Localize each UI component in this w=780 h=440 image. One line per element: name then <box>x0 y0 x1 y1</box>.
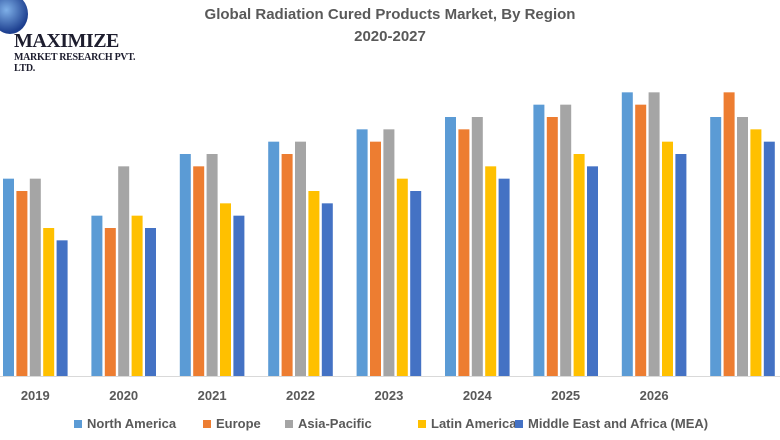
bar <box>233 215 245 376</box>
bar <box>43 228 55 376</box>
bar <box>220 203 231 376</box>
bar <box>573 154 585 376</box>
legend-item: Middle East and Africa (MEA) <box>515 416 708 431</box>
bar <box>710 117 722 376</box>
bar <box>193 166 205 376</box>
legend-item: North America <box>74 416 176 431</box>
bar <box>91 215 103 376</box>
legend-label: North America <box>87 416 177 431</box>
x-tick-label: 2020 <box>109 388 138 403</box>
bar <box>546 117 558 376</box>
bar <box>3 178 14 376</box>
legend-item: Asia-Pacific <box>285 416 372 431</box>
legend-label: Latin America <box>431 416 517 431</box>
bar <box>118 166 130 376</box>
legend-label: Europe <box>216 416 261 431</box>
bar <box>587 166 598 376</box>
logo-text: MAXIMIZE <box>14 30 119 52</box>
bar <box>621 92 633 376</box>
bar <box>675 154 687 376</box>
bar <box>471 117 483 376</box>
x-tick-label: 2019 <box>21 388 50 403</box>
bar <box>635 104 647 377</box>
chart-subtitle: 2020-2027 <box>354 28 426 45</box>
bar <box>723 92 735 376</box>
x-tick-label: 2022 <box>286 388 315 403</box>
legend-item: Europe <box>203 416 261 431</box>
bar <box>56 240 68 376</box>
bar <box>648 92 660 376</box>
bar <box>533 104 545 377</box>
bar <box>383 129 395 376</box>
legend-swatch <box>285 419 293 428</box>
bar <box>662 141 673 376</box>
bar <box>308 191 320 376</box>
bar <box>356 129 368 376</box>
x-tick-label: 2023 <box>374 388 403 403</box>
legend-label: Middle East and Africa (MEA) <box>528 416 709 431</box>
bar <box>485 166 497 376</box>
bar <box>281 154 293 376</box>
x-tick-label: 2026 <box>640 388 669 403</box>
bar <box>370 141 381 376</box>
logo-subtext: MARKET RESEARCH PVT. LTD. <box>14 52 136 74</box>
bar <box>396 178 408 376</box>
bar <box>29 178 41 376</box>
legend-swatch <box>203 419 211 428</box>
x-tick-label: 2024 <box>463 388 493 403</box>
bar <box>410 191 422 376</box>
legend-swatch <box>418 419 426 428</box>
bar <box>104 228 116 376</box>
bar <box>131 215 143 376</box>
legend-label: Asia-Pacific <box>298 416 372 431</box>
bar <box>145 228 156 376</box>
bar <box>295 141 306 376</box>
legend-swatch <box>515 419 523 428</box>
bar <box>321 203 333 376</box>
x-tick-label: 2021 <box>198 388 227 403</box>
bar <box>498 178 510 376</box>
bar <box>560 104 572 377</box>
bar <box>16 191 28 376</box>
bar <box>268 141 280 376</box>
bar <box>763 141 775 376</box>
bar <box>445 117 456 376</box>
legend-swatch <box>74 419 82 428</box>
bar <box>206 154 218 376</box>
x-tick-label: 2025 <box>551 388 580 403</box>
bar <box>750 129 762 376</box>
legend: North America Europe Asia-Pacific Latin Ame… <box>0 416 780 436</box>
chart-title: Global Radiation Cured Products Market, … <box>204 6 576 23</box>
bar <box>179 154 191 376</box>
legend-item: Latin America <box>418 416 517 431</box>
bar <box>458 129 470 376</box>
bar <box>737 117 748 376</box>
company-logo: MAXIMIZE MARKET RESEARCH PVT. LTD. <box>0 0 150 74</box>
